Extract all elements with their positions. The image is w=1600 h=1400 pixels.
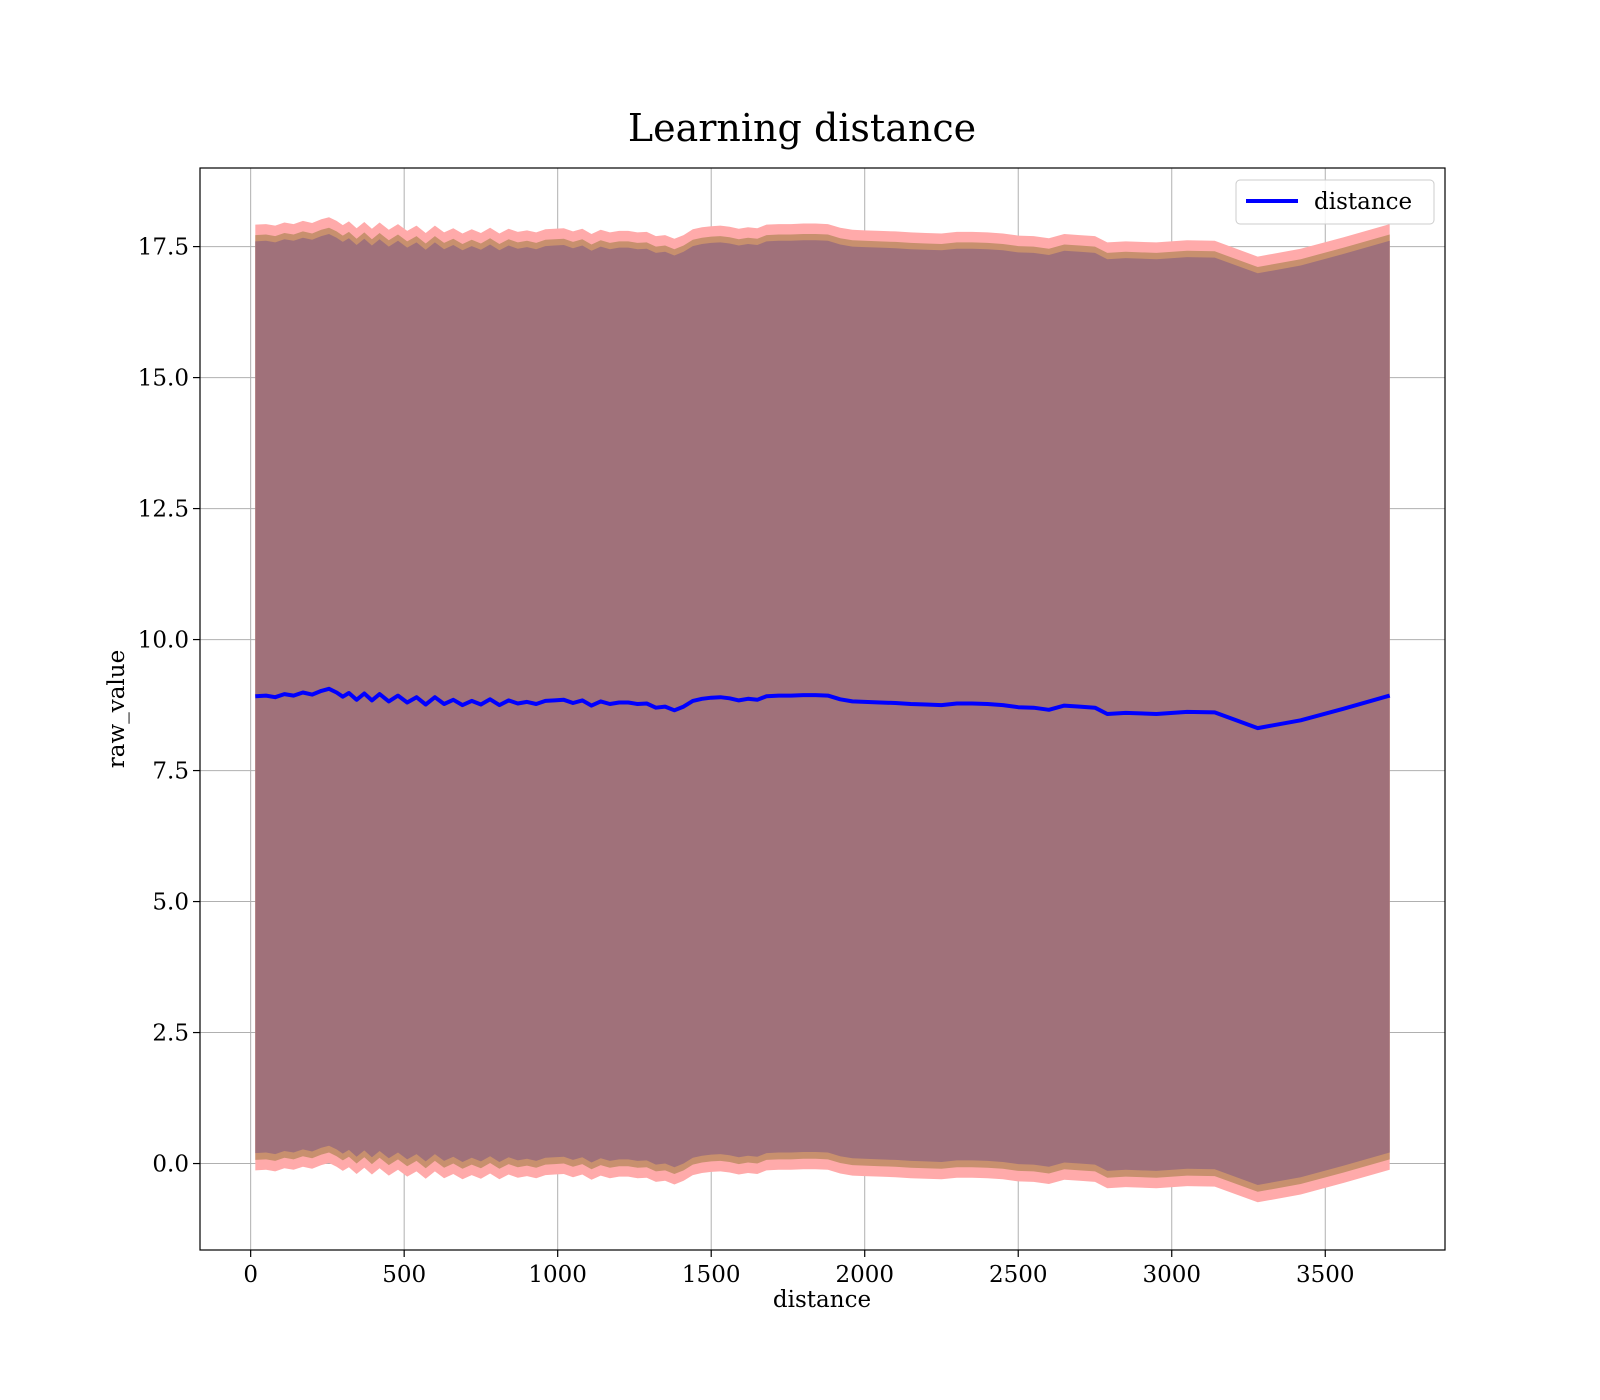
y-tick-label: 5.0: [152, 890, 189, 916]
y-tick-label: 7.5: [152, 759, 189, 785]
y-tick-label: 2.5: [152, 1021, 189, 1047]
x-tick-label: 1000: [528, 1262, 587, 1288]
legend-label-distance: distance: [1314, 189, 1412, 215]
x-axis-label: distance: [773, 1287, 871, 1313]
y-tick-label: 10.0: [138, 628, 189, 654]
chart-title: Learning distance: [628, 106, 976, 150]
y-axis-ticks: 0.0 2.5 5.0 7.5 10.0 12.5 15.0 17.5: [138, 235, 200, 1178]
y-tick-label: 0.0: [152, 1152, 189, 1178]
x-tick-label: 3500: [1296, 1262, 1355, 1288]
legend-box: [1235, 179, 1435, 225]
y-tick-label: 17.5: [138, 235, 189, 261]
band-layers: [255, 217, 1390, 1203]
legend: distance: [1235, 179, 1435, 225]
series-line-distance: [255, 686, 1391, 731]
x-tick-label: 1500: [682, 1262, 741, 1288]
x-tick-label: 2500: [989, 1262, 1048, 1288]
band-inner: [255, 234, 1390, 1185]
y-axis-label: raw_value: [104, 650, 130, 768]
x-tick-label: 500: [382, 1262, 426, 1288]
x-tick-label: 3000: [1142, 1262, 1201, 1288]
y-tick-label: 12.5: [138, 497, 189, 523]
y-tick-label: 15.0: [138, 366, 189, 392]
series-lines: [255, 686, 1391, 731]
x-tick-label: 2000: [835, 1262, 894, 1288]
x-axis-ticks: 0 500 1000 1500 2000 2500 3000 3500: [243, 1250, 1355, 1288]
plot-frame: [199, 167, 1446, 1251]
x-tick-label: 0: [243, 1262, 258, 1288]
